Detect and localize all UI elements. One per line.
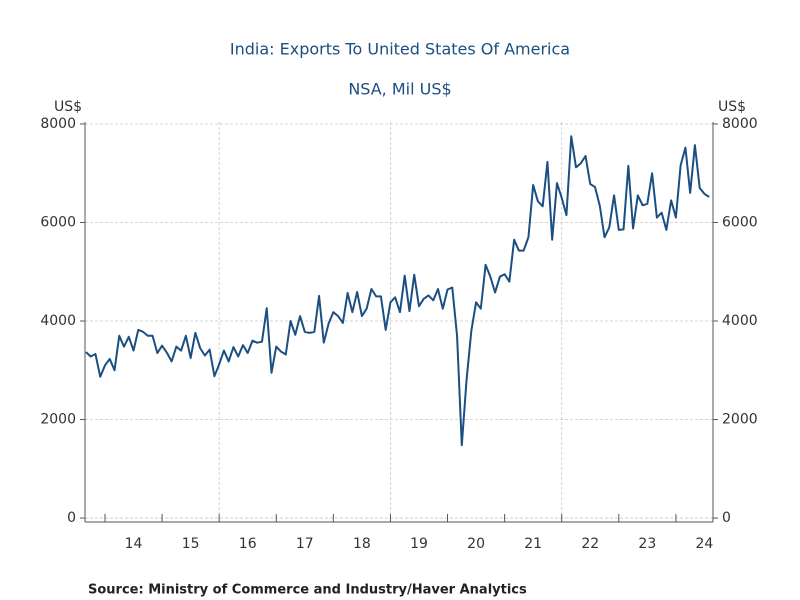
x-tick-label: 24: [696, 536, 714, 552]
x-tick-label: 23: [638, 536, 656, 552]
x-tick-label: 20: [467, 536, 485, 552]
y2-tick-label: 4000: [722, 313, 758, 329]
y-tick-label: 4000: [40, 313, 76, 329]
y-tick-label: 0: [67, 510, 76, 526]
data-line: [85, 135, 710, 447]
y2-tick-label: 8000: [722, 116, 758, 132]
y2-tick-label: 6000: [722, 214, 758, 230]
x-tick-label: 22: [581, 536, 599, 552]
x-tick-label: 17: [296, 536, 314, 552]
y-tick-label: 2000: [40, 412, 76, 428]
x-tick-label: 18: [353, 536, 371, 552]
y2-axis-label: US$: [718, 99, 746, 115]
x-tick-label: 15: [182, 536, 200, 552]
source-note: Source: Ministry of Commerce and Industr…: [88, 583, 527, 598]
x-tick-label: 16: [239, 536, 257, 552]
y2-tick-label: 2000: [722, 412, 758, 428]
y-tick-label: 8000: [40, 116, 76, 132]
chart-title: India: Exports To United States Of Ameri…: [230, 40, 570, 59]
y-tick-label: 6000: [40, 214, 76, 230]
x-tick-label: 21: [524, 536, 542, 552]
y-axis-label: US$: [54, 99, 82, 115]
y2-tick-label: 0: [722, 510, 731, 526]
x-tick-label: 14: [125, 536, 143, 552]
chart-subtitle: NSA, Mil US$: [348, 80, 451, 99]
x-tick-label: 19: [410, 536, 428, 552]
